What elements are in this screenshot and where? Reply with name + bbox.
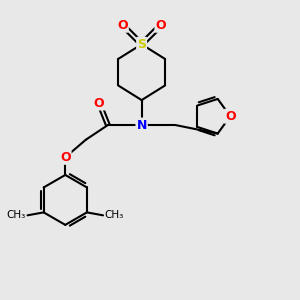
Text: CH₃: CH₃ — [104, 210, 124, 220]
Text: S: S — [137, 38, 146, 51]
Text: CH₃: CH₃ — [7, 210, 26, 220]
Text: O: O — [117, 19, 128, 32]
Text: O: O — [60, 151, 70, 164]
Text: O: O — [155, 19, 166, 32]
Text: N: N — [136, 118, 147, 131]
Text: O: O — [225, 110, 236, 123]
Text: O: O — [94, 97, 104, 110]
